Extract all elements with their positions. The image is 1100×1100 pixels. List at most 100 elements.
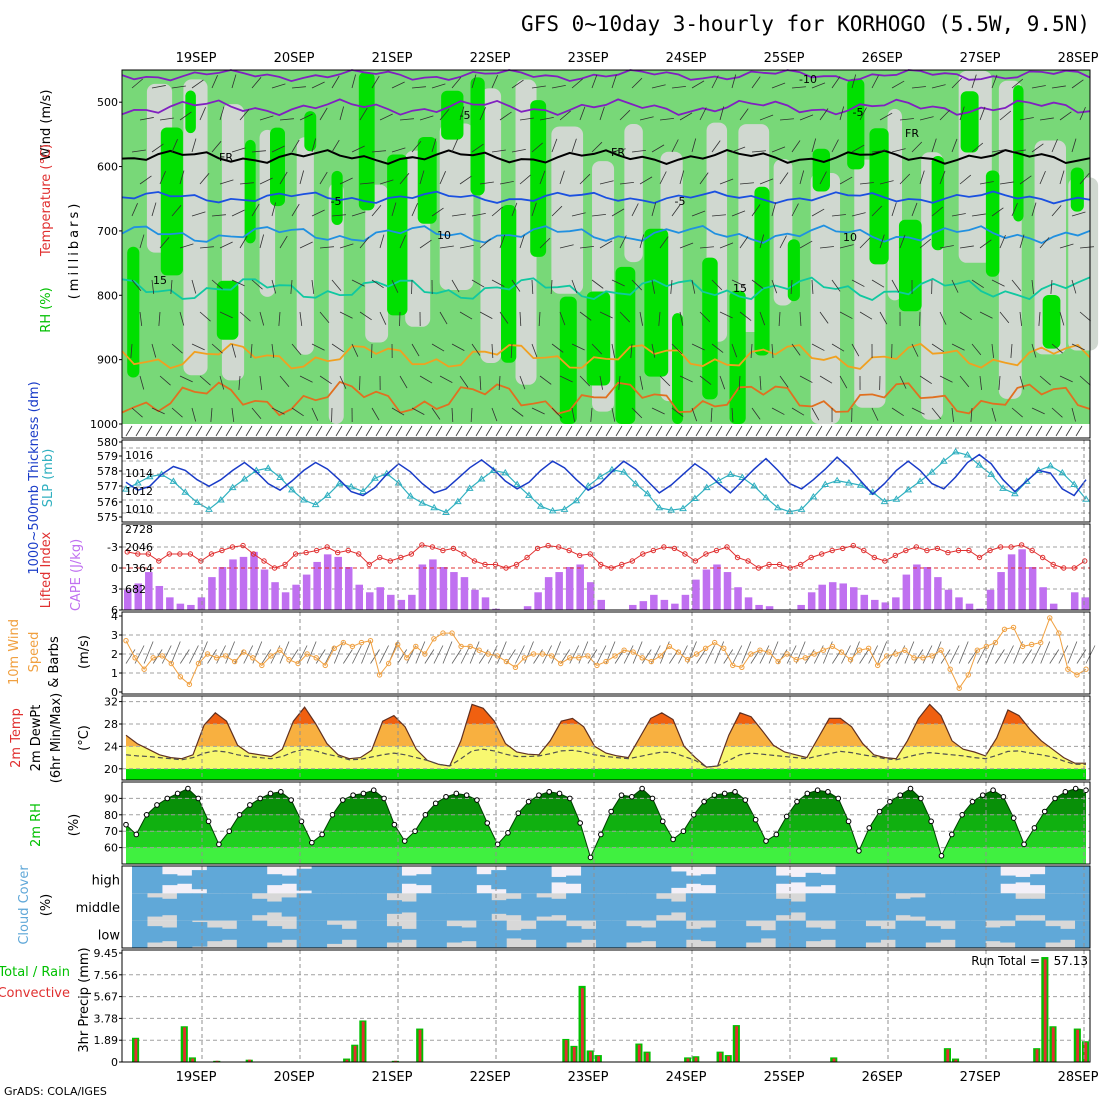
wind-barb [199, 246, 214, 249]
wind-barb [239, 235, 248, 249]
top-date-27SEP: 27SEP [960, 51, 1001, 66]
wind-marker [639, 655, 645, 661]
li-marker [766, 561, 772, 568]
wind-barb [871, 279, 885, 288]
wind-barb [559, 311, 566, 326]
wind-marker [277, 647, 283, 653]
wind-barb [711, 279, 723, 291]
wind-barb [191, 279, 197, 294]
slp-marker [216, 496, 225, 503]
wind-marker [594, 662, 600, 669]
wind-barb-10m [705, 645, 715, 664]
wind-barb [630, 343, 633, 358]
rh-marker [205, 818, 212, 825]
wind-barb-10m [560, 649, 571, 664]
rh-marker [835, 795, 842, 802]
rh-marker [381, 795, 387, 802]
cloud-level-high: high [92, 874, 120, 889]
rh-marker [391, 821, 398, 828]
wind-barb [171, 407, 183, 418]
wind-barb [979, 375, 982, 390]
wind-barb-10m [832, 649, 842, 664]
precip-conv-bar [589, 1051, 592, 1062]
precip-conv-bar [597, 1056, 601, 1062]
cape-bar [702, 569, 711, 610]
cloud-bar-high [341, 866, 358, 894]
wind-barb [611, 148, 626, 153]
wind-barb [499, 181, 514, 185]
wind-barb [631, 279, 643, 291]
cloud-bar-middle [955, 893, 971, 921]
slp-marker [477, 475, 486, 482]
wind-barb [931, 343, 944, 352]
wind-barb [799, 311, 802, 326]
contour-label: 15 [153, 274, 167, 287]
wind-barb [779, 172, 789, 185]
wind-barb [1011, 407, 1023, 418]
cloud-bar-high [760, 866, 777, 894]
slp-marker [584, 482, 593, 489]
cloud-bar-middle [910, 897, 926, 917]
wind-barb [171, 139, 178, 153]
rh-moist-patch [501, 204, 517, 363]
credit: GrADS: COLA/IGES [4, 1085, 107, 1098]
rh-marker [556, 790, 563, 797]
wind-marker [920, 655, 926, 661]
wind-barb [210, 407, 213, 422]
wind-barb [999, 311, 1010, 324]
wind-marker [1028, 641, 1035, 648]
wind-barb [331, 75, 340, 89]
rh-marker [979, 792, 986, 798]
li-marker [271, 565, 278, 571]
wind-barb [631, 77, 643, 89]
wind-barb [271, 407, 285, 415]
wind-barb [590, 407, 593, 422]
wind-barb-10m [379, 645, 389, 664]
wind-barb [811, 82, 826, 89]
cloud-bar-low [850, 920, 866, 948]
cape-bar [565, 567, 574, 610]
cape-bar [660, 599, 669, 610]
wind-barb [679, 242, 694, 249]
wind-barb [239, 182, 254, 185]
wind-barb [439, 311, 448, 325]
surface-barb [405, 425, 413, 437]
wind-barb [351, 74, 357, 89]
li-marker [461, 551, 467, 557]
rh-marker [866, 825, 873, 831]
wind-barb [179, 111, 192, 121]
rh-marker [649, 795, 656, 802]
wind-barb [199, 375, 211, 386]
wind-barb [231, 74, 237, 89]
slp-marker [359, 487, 367, 494]
li-marker [1050, 561, 1056, 568]
wind-barb [991, 207, 1004, 217]
li-marker [650, 547, 657, 554]
li-marker [440, 547, 446, 554]
li-marker [366, 561, 372, 568]
rh-moist-patch [331, 170, 343, 226]
cloud-bar-middle [236, 893, 253, 921]
li-marker [324, 544, 330, 550]
surface-barb-strip [122, 424, 1090, 438]
surface-barb [945, 425, 953, 437]
slp-bg [122, 440, 1090, 522]
cloud-bar-high [416, 874, 432, 886]
cape-bar [323, 554, 332, 610]
wind-marker [204, 651, 211, 657]
surface-barb [805, 425, 813, 437]
temp-contour [121, 224, 1091, 244]
wind-barb [651, 202, 657, 217]
cape-bar [292, 584, 300, 610]
wind-barb [1051, 343, 1063, 354]
cloud-bar-middle [146, 897, 163, 917]
wind-barb [359, 237, 370, 249]
li-marker [545, 542, 551, 549]
wind-barb [691, 80, 705, 89]
wind-barb [451, 407, 454, 422]
rh-marker [659, 818, 666, 825]
wind-barb [611, 343, 615, 358]
wind-barb [491, 407, 498, 422]
wind-barb [899, 234, 906, 249]
